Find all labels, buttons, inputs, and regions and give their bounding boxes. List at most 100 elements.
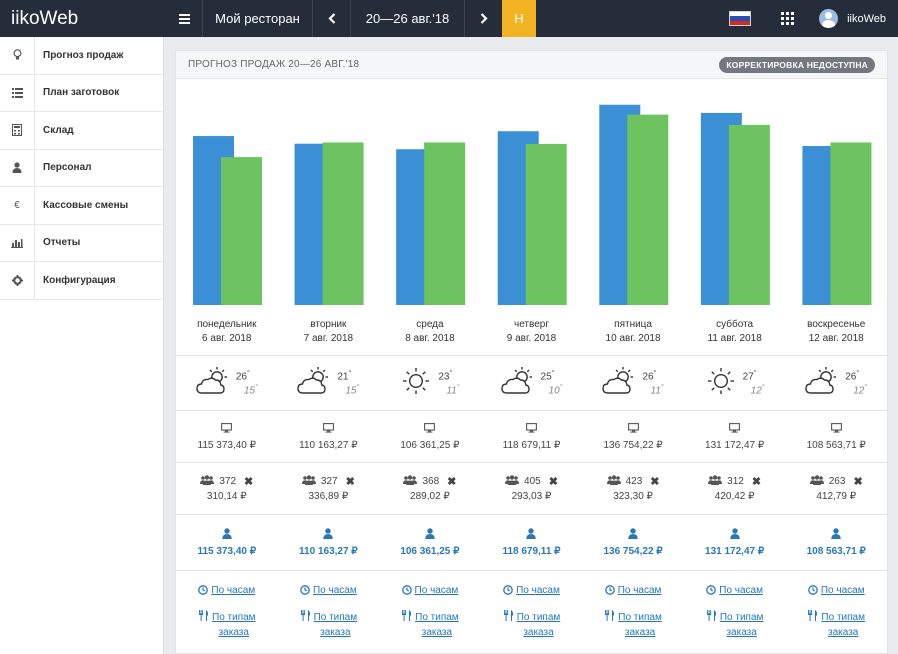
app-logo[interactable]: iikoWeb <box>11 7 79 29</box>
sales-cell: 115 373,40 ₽ <box>176 410 278 462</box>
h-button[interactable]: Н <box>502 0 536 37</box>
restaurant-selector[interactable]: Мой ресторан <box>202 0 312 37</box>
clock-icon <box>401 585 412 598</box>
total-cell: 136 754,22 ₽ <box>582 514 684 570</box>
temp-low-value: 15 <box>243 384 255 396</box>
date-range[interactable]: 20—26 авг.'18 <box>350 0 464 37</box>
total-cell: 108 563,71 ₽ <box>785 514 887 570</box>
links-cell: По часам По типам заказа <box>379 570 481 654</box>
forecast-panel: ПРОГНОЗ ПРОДАЖ 20—26 АВГ.'18 КОРРЕКТИРОВ… <box>175 50 888 654</box>
sales-value: 115 373,40 ₽ <box>197 439 256 451</box>
hourly-link-label: По часам <box>719 585 763 596</box>
temp-low: 11° <box>650 384 663 396</box>
sidebar-item-reports[interactable]: Отчеты <box>0 224 163 262</box>
day-header: вторник 7 авг. 2018 <box>278 308 380 355</box>
sidebar-item-staff[interactable]: Персонал <box>0 149 163 187</box>
order-type-label-line1: По типам <box>415 612 459 623</box>
sidebar-item-forecast[interactable]: Прогноз продаж <box>0 37 163 75</box>
hourly-link[interactable]: По часам <box>706 585 763 598</box>
bar-secondary[interactable] <box>525 143 567 305</box>
degree-sign: ° <box>660 383 664 391</box>
close-icon[interactable]: ✖ <box>548 476 558 488</box>
degree-sign: ° <box>456 383 460 391</box>
sidebar-item-prep-plan[interactable]: План заготовок <box>0 74 163 112</box>
user-icon <box>628 528 638 542</box>
apps-grid-icon[interactable] <box>781 11 795 26</box>
average-check: 293,03 ₽ <box>511 491 552 502</box>
prev-week-button[interactable] <box>312 0 350 37</box>
order-type-link[interactable]: По типам заказа <box>503 610 561 640</box>
panel-header: ПРОГНОЗ ПРОДАЖ 20—26 АВГ.'18 КОРРЕКТИРОВ… <box>176 51 887 79</box>
bar-secondary[interactable] <box>728 124 770 305</box>
close-icon[interactable]: ✖ <box>447 476 457 488</box>
clock-icon <box>300 585 310 598</box>
order-type-label-line1: По типам <box>618 612 662 623</box>
sidebar-item-configuration[interactable]: Конфигурация <box>0 262 163 300</box>
temperature: 26° 11° <box>642 370 663 396</box>
close-icon[interactable]: ✖ <box>650 476 660 488</box>
temp-low: 15° <box>345 384 359 396</box>
avatar[interactable] <box>819 9 839 28</box>
temp-low: 11° <box>446 384 459 396</box>
close-icon[interactable]: ✖ <box>345 476 355 488</box>
sidebar-item-warehouse[interactable]: Склад <box>0 112 163 150</box>
list-icon <box>0 74 35 111</box>
bar-secondary[interactable] <box>221 157 262 305</box>
guests-icon <box>200 475 215 488</box>
sales-cell: 106 361,25 ₽ <box>379 410 481 462</box>
weather-cell: 26° 11° <box>582 355 684 410</box>
gear-icon <box>0 262 35 299</box>
cutlery-icon <box>604 610 615 626</box>
sidebar-item-label: План заготовок <box>43 87 120 99</box>
monitor-icon <box>322 422 334 436</box>
order-type-link[interactable]: По типам заказа <box>401 610 459 640</box>
temp-low-value: 12 <box>853 384 865 396</box>
forecast-grid: понедельник 6 авг. 2018 вторник 7 авг. 2018… <box>176 308 887 654</box>
temp-high: 27° <box>743 370 765 382</box>
user-name[interactable]: iikoWeb <box>847 12 886 25</box>
hourly-link[interactable]: По часам <box>401 585 458 598</box>
cutlery-icon <box>807 610 818 626</box>
temp-high: 21° <box>337 370 359 382</box>
temp-low-value: 10 <box>548 384 560 396</box>
hourly-link[interactable]: По часам <box>503 585 560 598</box>
monitor-icon <box>221 422 233 436</box>
order-type-link[interactable]: По типам заказа <box>807 610 865 640</box>
hourly-link[interactable]: По часам <box>198 585 255 598</box>
hourly-link[interactable]: По часам <box>807 585 865 598</box>
order-type-link-label: По типам заказа <box>720 610 764 640</box>
monitor-icon <box>526 422 537 436</box>
links-cell: По часам По типам заказа <box>785 570 887 654</box>
bar-secondary[interactable] <box>424 142 466 305</box>
euro-icon: € <box>0 187 35 224</box>
hourly-link-label: По часам <box>312 585 357 596</box>
temp-high-value: 27 <box>742 371 754 383</box>
bar-secondary[interactable] <box>322 142 364 305</box>
bar-secondary[interactable] <box>830 142 872 305</box>
sales-forecast-chart <box>193 104 872 305</box>
russian-flag-icon[interactable] <box>729 11 752 26</box>
hourly-link[interactable]: По часам <box>604 585 661 598</box>
order-type-label-line1: По типам <box>516 612 561 623</box>
sidebar: Прогноз продаж План заготовок Склад Перс… <box>0 37 164 654</box>
next-week-button[interactable] <box>464 0 502 37</box>
day-name: среда <box>416 318 444 330</box>
sidebar-item-cash-shifts[interactable]: € Кассовые смены <box>0 187 163 225</box>
hourly-link[interactable]: По часам <box>300 585 357 598</box>
cutlery-icon <box>198 610 209 626</box>
order-type-link[interactable]: По типам заказа <box>198 610 256 640</box>
user-icon <box>425 528 435 542</box>
temp-high: 26° <box>236 370 258 382</box>
temperature: 26° 15° <box>236 370 258 396</box>
close-icon[interactable]: ✖ <box>853 476 863 488</box>
bar-secondary[interactable] <box>627 114 669 305</box>
user-icon <box>323 528 334 542</box>
guests-cell: 263 ✖ 412,79 ₽ <box>785 462 887 514</box>
menu-button[interactable] <box>166 0 202 37</box>
order-type-link[interactable]: По типам заказа <box>300 610 357 640</box>
close-icon[interactable]: ✖ <box>244 476 254 488</box>
order-type-link[interactable]: По типам заказа <box>706 610 764 640</box>
close-icon[interactable]: ✖ <box>751 476 762 488</box>
sales-value: 118 679,11 ₽ <box>502 439 561 451</box>
order-type-link[interactable]: По типам заказа <box>604 610 662 640</box>
